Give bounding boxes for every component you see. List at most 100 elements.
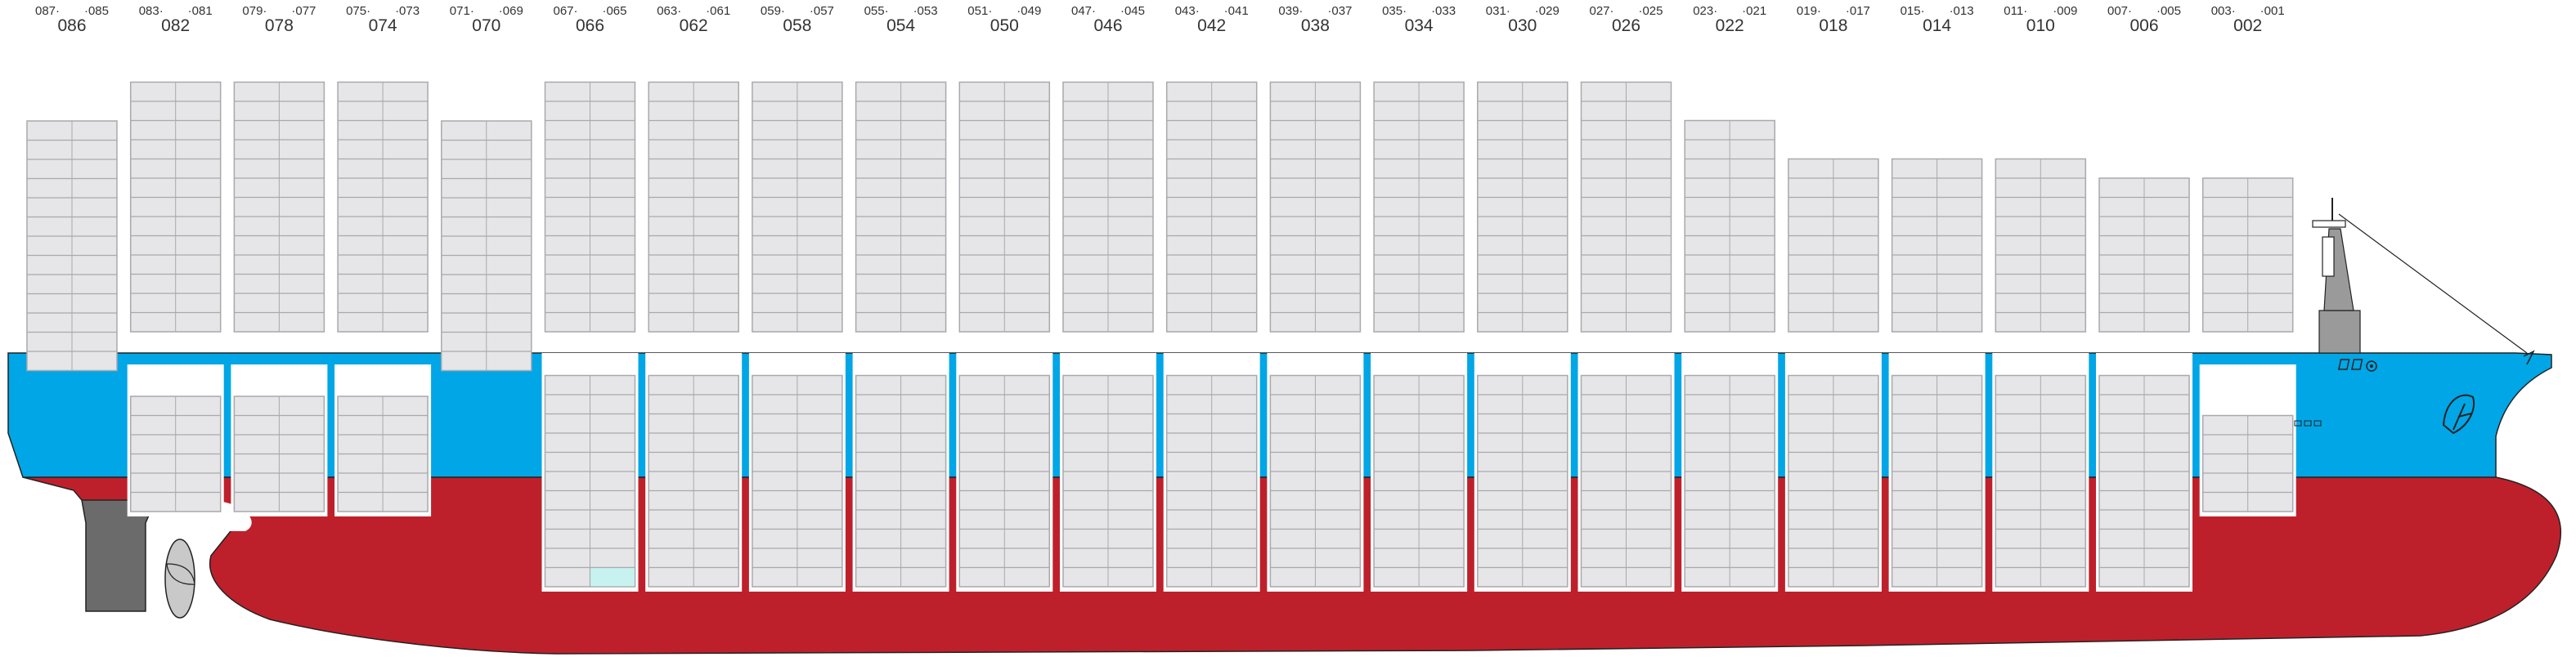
bay-label-odd-left: 087· bbox=[35, 4, 60, 18]
bay-label-even: 074 bbox=[369, 16, 397, 35]
bay-label-even: 078 bbox=[265, 16, 294, 35]
porthole bbox=[2313, 420, 2322, 427]
bay-label-odd-left: 031· bbox=[1486, 4, 1510, 18]
deck-stack bbox=[1684, 119, 1775, 333]
hold-container-stacks bbox=[127, 353, 2296, 592]
hold-stack bbox=[233, 396, 325, 512]
hold-stack bbox=[544, 374, 636, 588]
highlighted-slot bbox=[589, 566, 636, 588]
mast-base bbox=[2318, 310, 2361, 354]
deck-stack bbox=[958, 81, 1051, 333]
bay-label-odd-left: 007· bbox=[2107, 4, 2132, 18]
bay-label-odd-right: ·077 bbox=[291, 4, 316, 18]
bay-label-even: 014 bbox=[1923, 16, 1951, 35]
bay-label-odd-right: ·045 bbox=[1120, 4, 1145, 18]
bay-label-even: 070 bbox=[472, 16, 500, 35]
hold-stack bbox=[1684, 374, 1775, 588]
rudder-assembly bbox=[81, 499, 195, 619]
bay-label-even: 066 bbox=[576, 16, 604, 35]
hold-stack bbox=[1269, 374, 1362, 588]
bay-label-odd-right: ·033 bbox=[1431, 4, 1456, 18]
rudder bbox=[81, 499, 157, 612]
bay-label-even: 086 bbox=[57, 16, 86, 35]
bay-label-odd-right: ·041 bbox=[1224, 4, 1249, 18]
bay-label-even: 046 bbox=[1093, 16, 1122, 35]
hold-stack bbox=[1995, 374, 2087, 588]
forestay bbox=[2338, 213, 2528, 354]
deck-stack bbox=[1269, 81, 1362, 333]
bay-label-even: 030 bbox=[1508, 16, 1537, 35]
hold-stack bbox=[1165, 374, 1258, 588]
hold-stack bbox=[1062, 374, 1154, 588]
bay-label-odd-left: 083· bbox=[139, 4, 164, 18]
mast-crossbar bbox=[2312, 220, 2346, 228]
bridge-mast bbox=[2312, 198, 2528, 354]
hold-stack bbox=[855, 374, 947, 588]
bay-label-odd-right: ·025 bbox=[1638, 4, 1663, 18]
deck-stack bbox=[648, 81, 739, 333]
bay-label-odd-left: 067· bbox=[554, 4, 578, 18]
bay-label-odd-left: 039· bbox=[1278, 4, 1303, 18]
hold-stack bbox=[1788, 374, 1879, 588]
bay-label-even: 062 bbox=[680, 16, 708, 35]
deck-stack bbox=[1477, 81, 1568, 333]
bay-label-even: 034 bbox=[1405, 16, 1434, 35]
deck-stack bbox=[752, 81, 843, 333]
deck-stack bbox=[2098, 177, 2190, 333]
bay-label-odd-right: ·029 bbox=[1535, 4, 1560, 18]
bay-label-odd-right: ·021 bbox=[1742, 4, 1766, 18]
hold-stack bbox=[1580, 374, 1672, 588]
deck-container-stacks bbox=[26, 81, 2294, 372]
bay-label-odd-right: ·037 bbox=[1327, 4, 1352, 18]
anchor-icon bbox=[2453, 403, 2472, 431]
bay-label-odd-right: ·017 bbox=[1846, 4, 1870, 18]
hold-stack bbox=[337, 396, 429, 512]
bay-label-even: 054 bbox=[886, 16, 915, 35]
bay-label-odd-right: ·061 bbox=[706, 4, 730, 18]
mast-window bbox=[2322, 236, 2335, 277]
bay-label-odd-left: 003· bbox=[2211, 4, 2236, 18]
bay-label-even: 018 bbox=[1819, 16, 1847, 35]
bay-label-odd-right: ·069 bbox=[499, 4, 523, 18]
deck-stack bbox=[129, 81, 222, 333]
anchor-pocket-icon bbox=[2442, 394, 2475, 435]
bay-label-odd-right: ·049 bbox=[1016, 4, 1041, 18]
porthole bbox=[2294, 420, 2302, 427]
deck-stack bbox=[441, 120, 532, 372]
bay-label-odd-right: ·073 bbox=[395, 4, 420, 18]
hold-stack bbox=[1373, 374, 1465, 588]
bay-label-odd-left: 071· bbox=[450, 4, 474, 18]
bay-label-even: 042 bbox=[1197, 16, 1226, 35]
bay-label-odd-left: 015· bbox=[1901, 4, 1925, 18]
bay-label-odd-left: 019· bbox=[1797, 4, 1821, 18]
hold-stack bbox=[752, 374, 843, 588]
bay-label-odd-left: 023· bbox=[1693, 4, 1717, 18]
bay-label-odd-left: 055· bbox=[864, 4, 889, 18]
hold-stack bbox=[129, 396, 222, 512]
bay-label-odd-left: 035· bbox=[1382, 4, 1407, 18]
bay-label-odd-right: ·013 bbox=[1950, 4, 1974, 18]
deck-stack bbox=[26, 120, 118, 372]
bay-label-odd-left: 059· bbox=[761, 4, 785, 18]
hold-stack bbox=[1891, 374, 1983, 588]
bay-label-odd-right: ·085 bbox=[84, 4, 109, 18]
porthole bbox=[2304, 420, 2312, 427]
bay-label-odd-left: 047· bbox=[1071, 4, 1096, 18]
bay-label-odd-left: 051· bbox=[967, 4, 992, 18]
bow-details bbox=[2294, 350, 2535, 435]
deck-stack bbox=[233, 81, 325, 333]
deck-stack bbox=[1062, 81, 1154, 333]
bay-label-odd-left: 011· bbox=[2004, 4, 2027, 18]
bay-label-even: 002 bbox=[2233, 16, 2262, 35]
bay-label-odd-left: 075· bbox=[346, 4, 370, 18]
deck-stack bbox=[1788, 158, 1879, 333]
bay-label-even: 010 bbox=[2026, 16, 2055, 35]
bay-label-odd-right: ·001 bbox=[2260, 4, 2285, 18]
bay-label-even: 022 bbox=[1716, 16, 1744, 35]
hold-stack bbox=[648, 374, 739, 588]
deck-stack bbox=[1891, 158, 1983, 333]
bow-thruster-icon bbox=[2366, 360, 2377, 372]
deck-stack bbox=[2201, 177, 2294, 333]
propeller-blade bbox=[166, 563, 195, 585]
